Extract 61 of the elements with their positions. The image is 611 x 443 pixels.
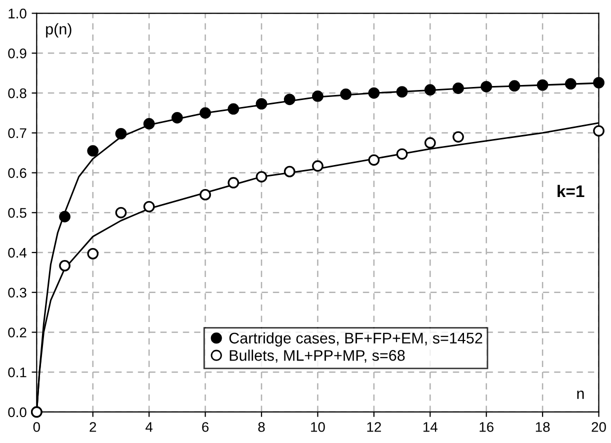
x-tick-label: 4 (146, 422, 153, 432)
point (143, 118, 155, 130)
point (368, 87, 380, 99)
y-tick-label: 0.4 (8, 248, 27, 258)
point (115, 128, 127, 140)
point (424, 137, 436, 149)
point (312, 160, 324, 172)
point (87, 248, 99, 260)
point (368, 154, 380, 166)
y-tick-label: 0.6 (8, 168, 26, 178)
legend-label: Bullets, ML+PP+MP, s=68 (230, 350, 405, 363)
x-tick-label: 6 (202, 422, 209, 432)
y-tick-label: 0.3 (8, 288, 26, 298)
x-tick-label: 8 (258, 422, 265, 432)
point (256, 171, 268, 182)
point (284, 94, 296, 106)
y-axis-title: p(n) (46, 23, 72, 38)
x-tick-label: 10 (311, 422, 325, 432)
point (228, 103, 240, 115)
point (480, 80, 492, 92)
point (424, 84, 436, 96)
point (452, 131, 464, 143)
y-tick-label: 0.0 (8, 407, 26, 418)
x-tick-label: 16 (480, 422, 494, 432)
x-tick-label: 14 (423, 422, 438, 432)
point (171, 112, 183, 124)
point (59, 260, 70, 272)
x-axis-title: n (577, 390, 584, 399)
point (256, 98, 268, 110)
x-tick-label: 2 (90, 422, 96, 432)
annotation: k=1 (558, 184, 584, 198)
x-tick-label: 18 (536, 422, 550, 432)
point (593, 76, 604, 88)
point (228, 177, 240, 188)
point (593, 125, 604, 137)
x-tick-label: 12 (367, 422, 381, 432)
point (87, 145, 99, 157)
point (508, 80, 520, 92)
y-tick-label: 1.0 (8, 8, 26, 18)
legend-label: Cartridge cases, BF+FP+EM, s=1452 (229, 332, 482, 347)
point (564, 78, 576, 90)
point (200, 107, 211, 119)
point (284, 166, 296, 178)
y-tick-label: 0.1 (8, 367, 26, 378)
y-tick-label: 0.5 (8, 208, 26, 218)
point (340, 88, 352, 100)
point (536, 79, 548, 91)
x-tick-label: 0 (33, 422, 40, 432)
y-tick-label: 0.7 (8, 128, 26, 138)
x-tick-label: 20 (592, 422, 606, 432)
y-tick-label: 0.8 (8, 88, 26, 98)
point (396, 86, 408, 98)
y-tick-label: 0.9 (8, 48, 26, 58)
point (143, 200, 155, 212)
point (115, 206, 127, 218)
point (452, 82, 464, 94)
point (200, 189, 211, 200)
y-tick-label: 0.2 (8, 328, 26, 338)
point (312, 90, 324, 102)
point (59, 210, 70, 222)
point (396, 148, 408, 160)
